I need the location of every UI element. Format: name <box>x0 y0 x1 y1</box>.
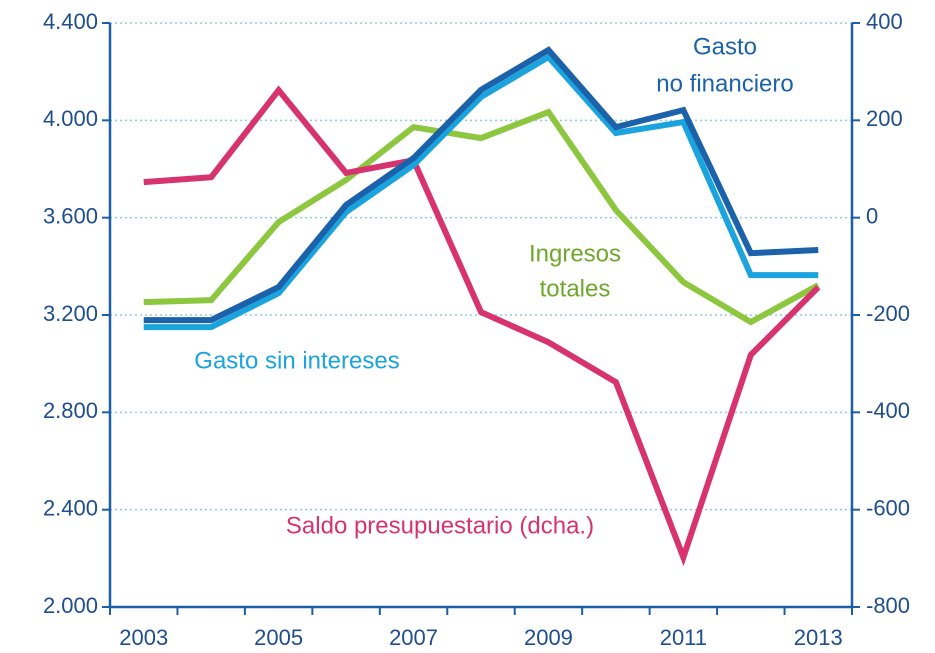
line-series <box>143 53 819 331</box>
y2-tick-label: -800 <box>866 593 910 618</box>
y2-tick-label: -400 <box>866 398 910 423</box>
y-tick-label: 3.200 <box>43 301 98 326</box>
annotation: no financiero <box>656 70 793 97</box>
x-tick-label: 2003 <box>119 625 168 650</box>
line-series <box>143 108 820 326</box>
x-tick-label: 2005 <box>254 625 303 650</box>
line-series <box>143 85 821 567</box>
y2-tick-label: -600 <box>866 495 910 520</box>
y-tick-label: 4.000 <box>43 106 98 131</box>
y-tick-label: 2.400 <box>43 495 98 520</box>
line-series <box>143 46 819 324</box>
x-tick-label: 2007 <box>389 625 438 650</box>
y2-tick-label: 0 <box>866 203 878 228</box>
y2-tick-label: -200 <box>866 301 910 326</box>
x-tick-label: 2013 <box>794 625 843 650</box>
y-tick-label: 2.800 <box>43 398 98 423</box>
annotation: Gasto <box>693 33 757 60</box>
y-tick-label: 4.400 <box>43 9 98 34</box>
annotation: totales <box>540 275 611 302</box>
y-tick-label: 2.000 <box>43 593 98 618</box>
y-tick-label: 3.600 <box>43 203 98 228</box>
annotation: Ingresos <box>529 240 621 267</box>
series-label: Gasto sin intereses <box>194 347 399 374</box>
x-tick-label: 2009 <box>524 625 573 650</box>
y2-tick-label: 400 <box>866 9 903 34</box>
y2-tick-label: 200 <box>866 106 903 131</box>
x-tick-label: 2011 <box>660 625 707 650</box>
series-label: Saldo presupuestario (dcha.) <box>286 512 594 539</box>
